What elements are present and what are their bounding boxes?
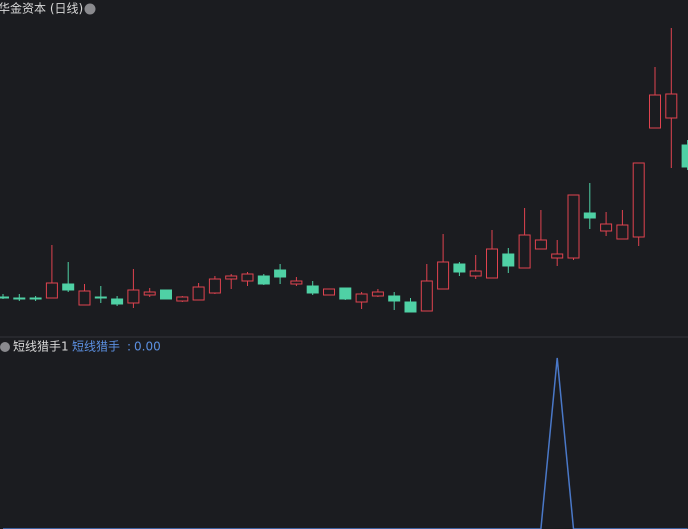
candle-body — [274, 269, 287, 278]
candle-body — [208, 278, 221, 294]
candle-body — [420, 280, 433, 312]
candle-body — [241, 273, 254, 282]
candle-body — [192, 286, 205, 301]
candle-body — [143, 291, 156, 296]
candle-body — [160, 289, 172, 300]
candle-body — [567, 194, 580, 259]
chart-title: 华金资本 (日线) — [0, 1, 83, 16]
candle-body — [111, 298, 124, 305]
candle-body — [306, 285, 319, 294]
candle-body — [388, 295, 401, 302]
menu-icon[interactable] — [0, 342, 10, 352]
candle-body — [649, 94, 661, 129]
candle-body — [127, 289, 140, 304]
candle-body — [45, 282, 58, 299]
candle-body — [290, 280, 303, 285]
candle-body — [355, 293, 368, 303]
legend-value: 0.00 — [134, 340, 161, 354]
candle-body — [616, 224, 629, 240]
candle-body — [371, 291, 384, 297]
candle-body — [518, 234, 531, 269]
candle-body — [469, 270, 482, 277]
candle-body — [323, 288, 335, 296]
legend-name: 短线猎手 — [72, 340, 120, 354]
candle-body — [29, 297, 42, 300]
menu-icon[interactable] — [84, 3, 96, 15]
candle-body — [453, 263, 466, 273]
candle-body — [225, 275, 238, 280]
candle-body — [0, 296, 9, 299]
candle-body — [62, 283, 75, 291]
indicator-title: 短线猎手1 — [13, 340, 69, 354]
candle-body — [437, 261, 450, 290]
candle-body — [665, 93, 678, 119]
candle-body — [339, 287, 352, 300]
candle-body — [257, 275, 270, 285]
candle-body — [600, 223, 613, 232]
candle-body — [78, 290, 91, 306]
candle-body — [94, 296, 107, 299]
candle-body — [502, 253, 515, 267]
indicator-line — [3, 357, 688, 529]
candle-body — [632, 162, 645, 238]
candle-body — [681, 144, 688, 168]
candle-body — [583, 212, 596, 219]
candle-body — [534, 239, 547, 250]
legend-colon: : — [127, 340, 131, 354]
candle-body — [551, 253, 564, 259]
candle-body — [176, 296, 189, 302]
candle-body — [486, 248, 498, 279]
candle-body — [13, 297, 26, 300]
candle-body — [404, 301, 417, 313]
